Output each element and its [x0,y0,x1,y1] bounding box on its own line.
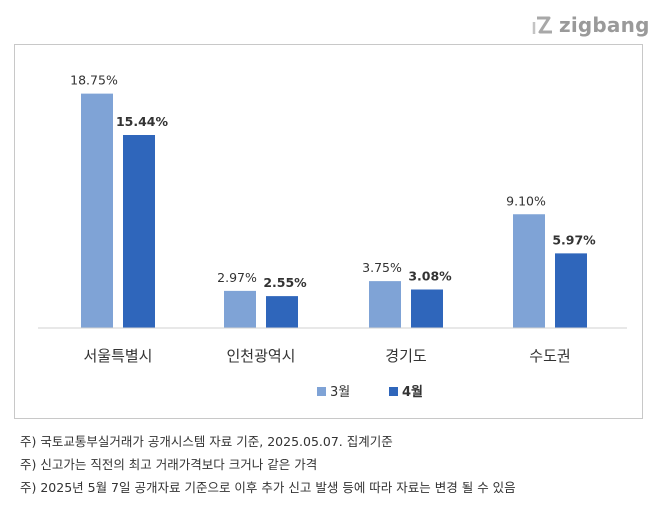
data-labels-group: 18.75% 15.44% 2.97% 2.55% 3.75% 3.08% 9.10% 5.9… [70,73,596,291]
footnote-3: 주) 2025년 5월 7일 공개자료 기준으로 이후 추가 신고 발생 등에 … [20,480,516,495]
data-label-1-3: 3.75% [362,260,402,275]
category-labels-group: 서울특별시 인천광역시 경기도 수도권 [83,347,570,365]
data-label-1-4: 9.10% [506,193,546,208]
bar-2-2 [266,296,298,328]
data-label-1-1: 18.75% [70,73,118,88]
bar-2-4 [555,253,587,328]
legend-swatch-1 [317,387,326,396]
data-label-1-2: 2.97% [217,270,257,285]
zigbang-logo: zigbang [532,12,650,38]
data-label-2-4: 5.97% [552,232,596,247]
data-label-2-2: 2.55% [263,275,307,290]
legend-label-2: 4월 [402,384,423,400]
bar-1-2 [224,290,256,328]
footnotes: 주) 국토교통부실거래가 공개시스템 자료 기준, 2025.05.07. 집계… [20,430,516,499]
bar-1-4 [513,214,545,328]
footnote-2: 주) 신고가는 직전의 최고 거래가격보다 크거나 같은 가격 [20,457,318,472]
category-label-1: 서울특별시 [83,347,152,365]
category-label-3: 경기도 [385,347,427,365]
bars-group [81,93,587,328]
category-label-4: 수도권 [529,347,570,365]
legend-swatch-2 [389,387,398,396]
legend: 3월 4월 [317,384,423,400]
bar-1-1 [81,93,113,328]
data-label-2-3: 3.08% [408,269,452,284]
bar-2-3 [411,289,443,328]
bar-chart: 18.75% 15.44% 2.97% 2.55% 3.75% 3.08% 9.10% 5.9… [38,73,627,400]
zigbang-logo-icon [532,16,552,34]
bar-1-3 [369,281,401,328]
legend-label-1: 3월 [330,385,350,400]
chart-frame [14,44,643,419]
bar-2-1 [123,135,155,328]
data-label-2-1: 15.44% [116,114,169,129]
logo-text: zigbang [559,13,650,37]
footnote-1: 주) 국토교통부실거래가 공개시스템 자료 기준, 2025.05.07. 집계… [20,434,393,449]
category-label-2: 인천광역시 [226,347,295,365]
